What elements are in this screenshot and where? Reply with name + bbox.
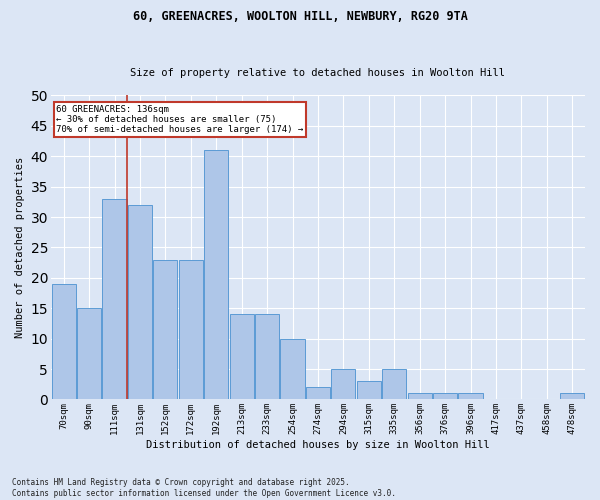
Bar xyxy=(255,314,279,400)
Title: Size of property relative to detached houses in Woolton Hill: Size of property relative to detached ho… xyxy=(130,68,505,78)
Bar xyxy=(357,381,381,400)
Bar xyxy=(382,369,406,400)
Bar xyxy=(179,260,203,400)
Y-axis label: Number of detached properties: Number of detached properties xyxy=(15,157,25,338)
Text: Contains HM Land Registry data © Crown copyright and database right 2025.
Contai: Contains HM Land Registry data © Crown c… xyxy=(12,478,396,498)
Bar xyxy=(52,284,76,400)
X-axis label: Distribution of detached houses by size in Woolton Hill: Distribution of detached houses by size … xyxy=(146,440,490,450)
Bar xyxy=(458,394,482,400)
Bar xyxy=(154,260,178,400)
Bar xyxy=(331,369,355,400)
Bar xyxy=(204,150,229,400)
Bar xyxy=(433,394,457,400)
Bar xyxy=(560,394,584,400)
Bar xyxy=(306,388,330,400)
Bar xyxy=(407,394,432,400)
Text: 60, GREENACRES, WOOLTON HILL, NEWBURY, RG20 9TA: 60, GREENACRES, WOOLTON HILL, NEWBURY, R… xyxy=(133,10,467,23)
Bar xyxy=(77,308,101,400)
Bar xyxy=(230,314,254,400)
Bar xyxy=(280,338,305,400)
Bar xyxy=(103,199,127,400)
Text: 60 GREENACRES: 136sqm
← 30% of detached houses are smaller (75)
70% of semi-deta: 60 GREENACRES: 136sqm ← 30% of detached … xyxy=(56,104,304,134)
Bar xyxy=(128,205,152,400)
